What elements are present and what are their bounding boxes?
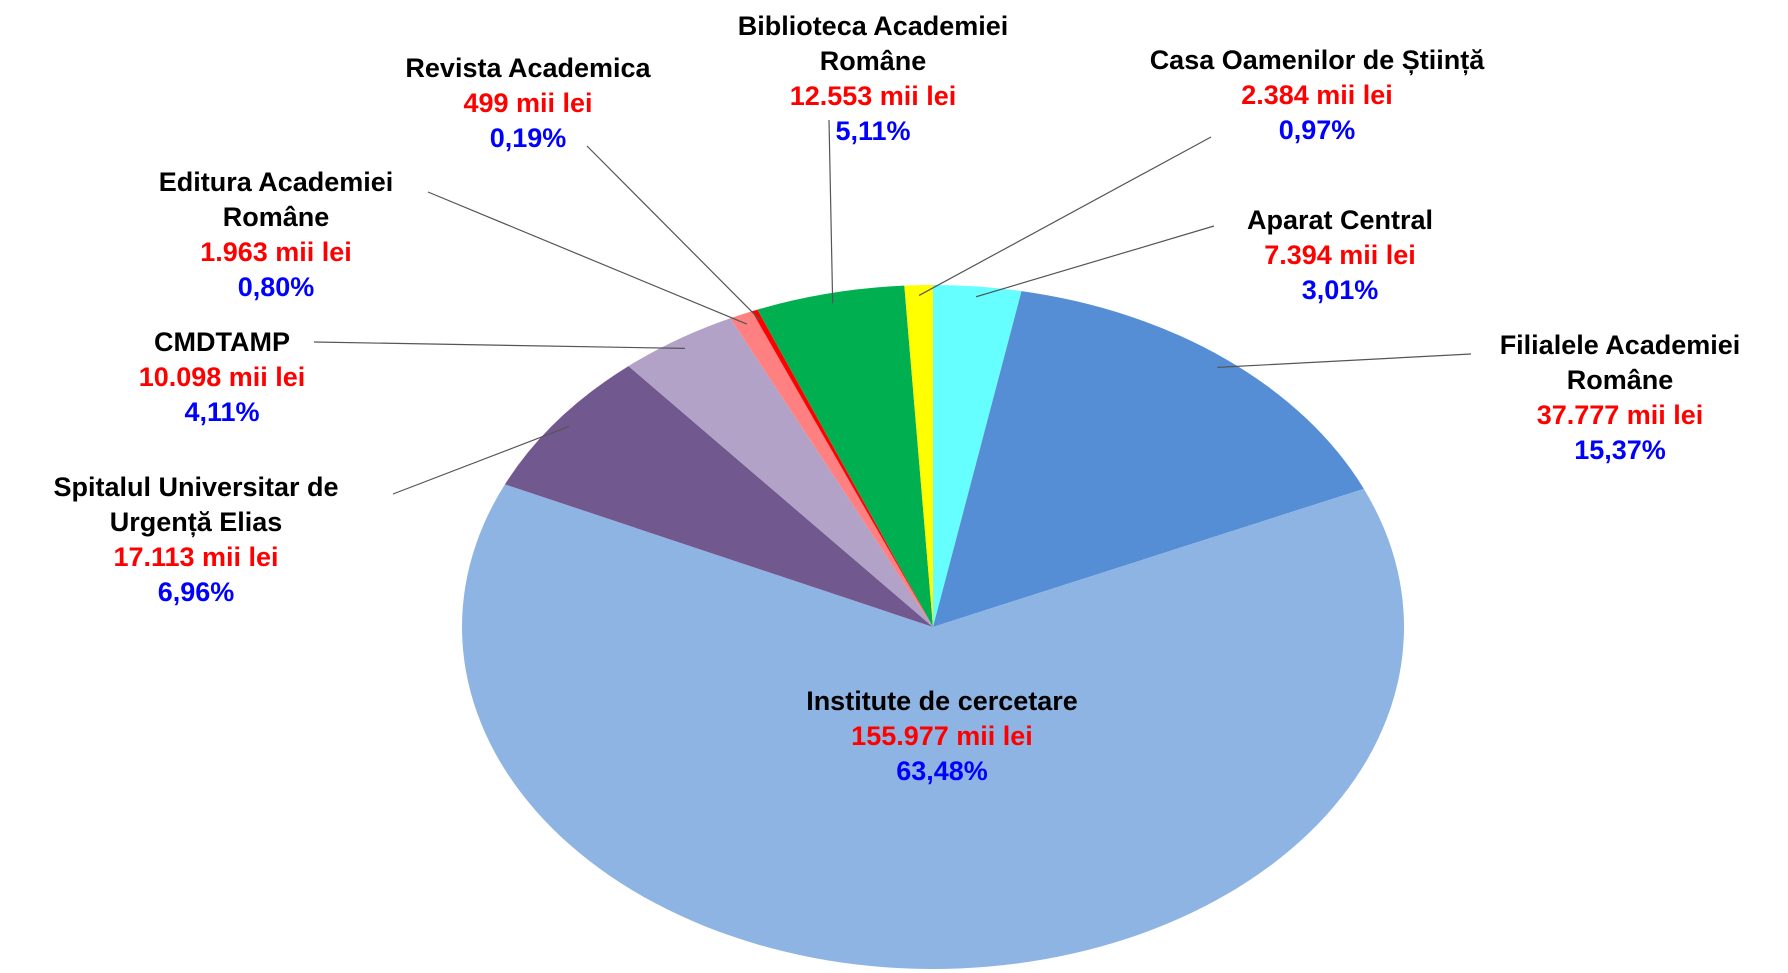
slice-label: CMDTAMP 10.098 mii lei 4,11% [107, 325, 337, 430]
leader-line [392, 425, 570, 495]
value-label: 499 mii lei [463, 88, 593, 118]
percent-label: 0,97% [1278, 115, 1356, 145]
leader-line [586, 145, 761, 321]
pie-slice [628, 318, 933, 627]
slice-label: Revista Academica 499 mii lei 0,19% [358, 51, 698, 156]
percent-label: 63,48% [896, 756, 988, 786]
value-label: 17.113 mii lei [113, 542, 279, 572]
slice-label: Institute de cercetare 155.977 mii lei 63,… [732, 684, 1152, 789]
percent-label: 4,11% [184, 397, 260, 427]
category-label: Casa Oamenilor de Știință [1149, 45, 1485, 75]
category-label: Institute de cercetare [806, 686, 1078, 716]
slice-label: Editura Academiei Române 1.963 mii lei 0,8… [111, 165, 441, 305]
value-label: 10.098 mii lei [138, 362, 306, 392]
pie-slice [933, 285, 1022, 627]
pie-slice [504, 366, 933, 627]
pie-slice [933, 291, 1364, 627]
slice-label: Biblioteca Academiei Române 12.553 mii le… [683, 9, 1063, 149]
value-label: 2.384 mii lei [1241, 80, 1393, 110]
pie-slice [751, 309, 933, 627]
slice-label: Aparat Central 7.394 mii lei 3,01% [1190, 203, 1490, 308]
value-label: 12.553 mii lei [789, 81, 957, 111]
pie-slice [730, 311, 933, 627]
percent-label: 0,19% [489, 123, 567, 153]
category-label: Filialele Academiei Române [1499, 330, 1741, 395]
value-label: 155.977 mii lei [851, 721, 1033, 751]
category-label: Biblioteca Academiei Române [737, 11, 1009, 76]
slice-label: Spitalul Universitar de Urgență Elias 17.… [1, 470, 391, 610]
percent-label: 6,96% [157, 577, 235, 607]
leader-line [1217, 353, 1472, 368]
category-label: Aparat Central [1246, 205, 1434, 235]
value-label: 37.777 mii lei [1536, 400, 1704, 430]
leader-line [313, 341, 685, 350]
slice-label: Filialele Academiei Române 37.777 mii lei… [1455, 328, 1785, 468]
leader-line [918, 136, 1212, 296]
percent-label: 3,01% [1301, 275, 1379, 305]
category-label: CMDTAMP [154, 327, 290, 357]
value-label: 1.963 mii lei [200, 237, 352, 267]
pie-slice [904, 285, 933, 627]
leader-line [975, 225, 1215, 298]
category-label: Revista Academica [405, 53, 651, 83]
value-label: 7.394 mii lei [1264, 240, 1416, 270]
pie-slice [757, 285, 933, 627]
slice-label: Casa Oamenilor de Știință 2.384 mii lei 0,… [1147, 43, 1487, 148]
percent-label: 15,37% [1574, 435, 1666, 465]
leader-line [427, 191, 748, 325]
category-label: Spitalul Universitar de Urgență Elias [53, 472, 339, 537]
percent-label: 0,80% [237, 272, 315, 302]
category-label: Editura Academiei Române [158, 167, 394, 232]
leader-line [828, 119, 834, 304]
pie-slice [462, 484, 1404, 969]
percent-label: 5,11% [835, 116, 911, 146]
